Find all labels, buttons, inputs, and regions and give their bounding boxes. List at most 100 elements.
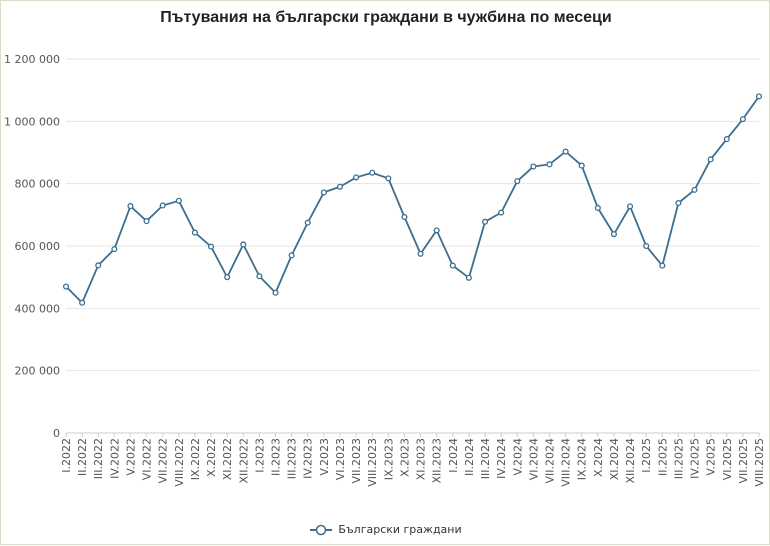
- x-tick-label: V.2025: [705, 438, 718, 476]
- data-point[interactable]: [159, 202, 166, 209]
- x-tick-label: XII.2023: [431, 438, 444, 484]
- data-point[interactable]: [498, 209, 505, 216]
- x-tick-label: VII.2022: [157, 438, 170, 484]
- x-tick-label: IX.2024: [576, 438, 589, 480]
- data-point[interactable]: [739, 116, 746, 123]
- x-tick-label: III.2023: [286, 438, 299, 479]
- x-tick-label: XI.2024: [608, 438, 621, 480]
- data-point[interactable]: [417, 250, 424, 257]
- x-tick-label: XII.2022: [237, 438, 250, 484]
- data-point[interactable]: [353, 174, 360, 181]
- y-tick-label: 1 200 000: [4, 53, 60, 66]
- y-tick-label: 0: [53, 427, 60, 440]
- x-tick-label: III.2025: [672, 438, 685, 479]
- data-point[interactable]: [594, 204, 601, 212]
- data-point[interactable]: [449, 262, 456, 269]
- data-point[interactable]: [433, 227, 440, 234]
- data-point[interactable]: [401, 213, 408, 221]
- x-tick-label: VII.2024: [543, 438, 556, 484]
- data-point[interactable]: [191, 229, 198, 236]
- data-point[interactable]: [755, 93, 763, 100]
- x-tick-label: IX.2023: [382, 438, 395, 480]
- x-tick-label: III.2022: [92, 438, 105, 479]
- data-point[interactable]: [336, 183, 344, 190]
- x-tick-label: V.2022: [124, 438, 137, 476]
- x-tick-label: VII.2025: [737, 438, 750, 484]
- x-tick-label: XII.2024: [624, 438, 637, 484]
- x-tick-label: IX.2022: [189, 438, 202, 480]
- data-point[interactable]: [111, 246, 118, 253]
- x-tick-label: VIII.2025: [753, 438, 766, 487]
- data-point[interactable]: [385, 175, 392, 182]
- x-tick-label: I.2025: [640, 438, 653, 473]
- grid-lines: [66, 58, 759, 434]
- data-point[interactable]: [707, 156, 714, 163]
- data-point[interactable]: [79, 299, 86, 306]
- data-point[interactable]: [304, 219, 311, 226]
- x-tick-label: VIII.2022: [173, 438, 186, 487]
- x-tick-label: IV.2023: [302, 438, 315, 479]
- x-tick-label: VI.2025: [721, 438, 734, 480]
- x-tick-label: X.2022: [205, 438, 218, 477]
- x-tick-label: I.2024: [447, 438, 460, 473]
- y-tick-label: 200 000: [15, 365, 61, 378]
- x-tick-label: VII.2023: [350, 438, 363, 484]
- x-tick-label: VI.2024: [527, 438, 540, 480]
- legend[interactable]: Български граждани: [1, 523, 770, 536]
- x-axis: I.2022 II.2022 III.2022 IV.2022 V.2022 VI.202…: [60, 433, 766, 487]
- y-tick-label: 600 000: [15, 240, 61, 253]
- data-point[interactable]: [240, 241, 247, 248]
- data-point[interactable]: [320, 189, 327, 196]
- data-point[interactable]: [95, 262, 102, 269]
- data-point[interactable]: [562, 148, 569, 155]
- data-point[interactable]: [143, 218, 150, 225]
- series-line: [65, 95, 760, 304]
- y-tick-label: 400 000: [15, 302, 61, 315]
- data-point[interactable]: [514, 178, 521, 185]
- data-point[interactable]: [659, 262, 666, 269]
- data-point[interactable]: [627, 203, 634, 210]
- x-tick-label: I.2022: [60, 438, 73, 473]
- x-tick-label: IV.2024: [495, 438, 508, 479]
- data-point[interactable]: [465, 274, 472, 281]
- x-tick-label: XI.2023: [415, 438, 428, 480]
- data-point[interactable]: [610, 231, 618, 238]
- x-tick-label: II.2023: [270, 438, 283, 476]
- x-tick-label: VI.2023: [334, 438, 347, 480]
- data-point[interactable]: [207, 243, 215, 250]
- x-tick-label: V.2024: [511, 438, 524, 476]
- y-tick-label: 1 000 000: [4, 115, 60, 128]
- y-axis: 0 200 000 400 000 600 000 800 000 1 000 000 1 …: [4, 53, 60, 440]
- x-tick-label: VIII.2023: [366, 438, 379, 487]
- data-point[interactable]: [224, 274, 231, 281]
- data-point[interactable]: [643, 242, 650, 250]
- x-tick-label: II.2025: [656, 438, 669, 476]
- data-point[interactable]: [546, 161, 553, 168]
- data-point[interactable]: [288, 252, 295, 259]
- data-point[interactable]: [578, 162, 585, 169]
- legend-label: Български граждани: [338, 523, 462, 536]
- legend-marker-icon: [310, 524, 333, 535]
- chart-title: Пътувания на български граждани в чужбин…: [160, 9, 612, 26]
- x-tick-label: X.2023: [398, 438, 411, 477]
- x-tick-label: I.2023: [253, 438, 266, 473]
- x-tick-label: VIII.2024: [560, 438, 573, 487]
- x-tick-label: II.2024: [463, 438, 476, 476]
- data-point[interactable]: [691, 186, 698, 193]
- data-point[interactable]: [723, 136, 730, 143]
- data-point[interactable]: [256, 273, 263, 280]
- data-point[interactable]: [127, 203, 134, 210]
- data-point[interactable]: [675, 199, 682, 207]
- x-tick-label: III.2024: [479, 438, 492, 479]
- data-point[interactable]: [272, 289, 279, 296]
- data-point[interactable]: [530, 163, 537, 170]
- data-point[interactable]: [481, 218, 489, 225]
- data-point[interactable]: [175, 197, 182, 204]
- y-tick-label: 800 000: [15, 178, 61, 191]
- series-group: [62, 93, 763, 306]
- data-point[interactable]: [62, 283, 70, 290]
- data-point[interactable]: [369, 169, 376, 176]
- x-tick-label: IV.2022: [108, 438, 121, 479]
